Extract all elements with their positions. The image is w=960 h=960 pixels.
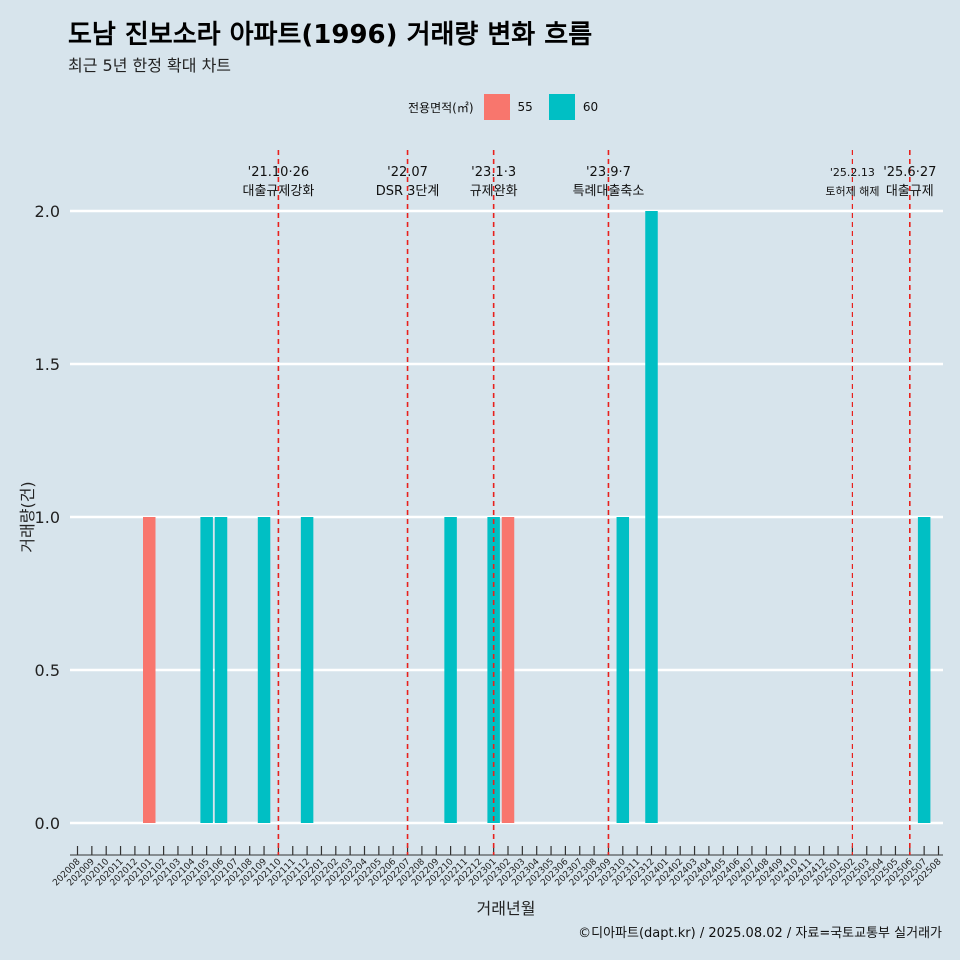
chart-subtitle: 최근 5년 한정 확대 차트 — [68, 56, 232, 75]
event-label-202207: DSR 3단계 — [376, 184, 440, 199]
event-date-202309: '23.9·7 — [586, 165, 631, 180]
legend-label-60: 60 — [582, 100, 599, 114]
bar-60-202105 — [200, 517, 213, 823]
bar-60-202312 — [645, 211, 658, 823]
footer-credit: ©디아파트(dapt.kr) / 2025.08.02 / 자료=국토교통부 실… — [578, 926, 942, 941]
bar-60-202112 — [300, 517, 314, 823]
legend-label-55: 55 — [517, 100, 533, 114]
bar-60-202106 — [214, 517, 228, 823]
y-tick-label: 1.5 — [35, 355, 60, 374]
bar-60-202507 — [917, 517, 931, 823]
event-date-202506: '25.6·27 — [883, 165, 936, 180]
legend-swatch-60 — [548, 94, 575, 120]
y-tick-label: 2.0 — [35, 202, 60, 221]
bar-60-202301 — [487, 517, 500, 823]
bar-60-202109 — [257, 517, 271, 823]
bar-60-202210 — [444, 517, 457, 823]
event-label-202502: 토허제 해제 — [825, 184, 879, 198]
event-date-202502: '25.2.13 — [830, 166, 875, 179]
event-label-202309: 특례대출축소 — [573, 184, 645, 199]
bar-60-202310 — [616, 517, 630, 823]
y-tick-label: 0.0 — [35, 814, 60, 833]
legend-title: 전용면적(㎡) — [408, 100, 474, 115]
event-date-202110: '21.10·26 — [248, 165, 309, 180]
event-label-202506: 대출규제 — [886, 184, 934, 199]
y-axis-title: 거래량(건) — [18, 481, 37, 552]
x-axis-title: 거래년월 — [477, 899, 536, 918]
y-tick-label: 1.0 — [35, 508, 60, 527]
event-date-202207: '22.07 — [387, 165, 428, 180]
bar-55-202302 — [501, 517, 515, 823]
y-tick-label: 0.5 — [35, 661, 60, 680]
legend: 전용면적(㎡) 55 60 — [408, 92, 604, 122]
chart-title: 도남 진보소라 아파트(1996) 거래량 변화 흐름 — [68, 20, 593, 50]
legend-swatch-55 — [483, 94, 510, 120]
event-label-202301: 규제완화 — [470, 184, 518, 199]
event-date-202301: '23.1·3 — [471, 165, 516, 180]
bar-55-202101 — [143, 517, 156, 823]
event-label-202110: 대출규제강화 — [243, 184, 315, 199]
